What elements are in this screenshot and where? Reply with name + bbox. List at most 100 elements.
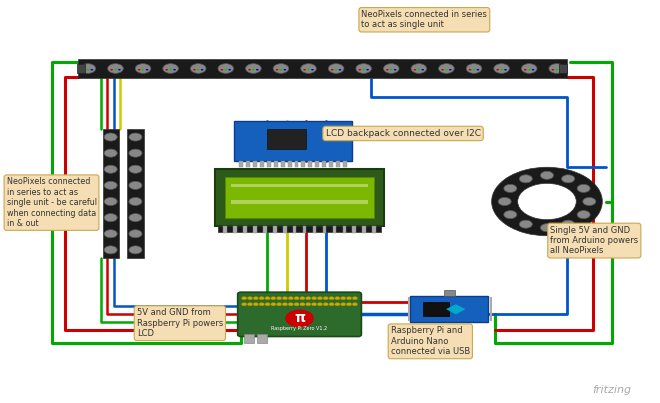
Bar [231,200,368,204]
Circle shape [271,303,276,306]
Bar [218,226,381,232]
Circle shape [500,69,503,71]
Bar [490,313,492,315]
Bar [490,302,492,304]
Bar [409,312,411,313]
Bar [294,161,298,167]
Circle shape [306,297,311,300]
Circle shape [80,64,96,73]
Circle shape [352,303,358,306]
Circle shape [418,69,420,71]
Circle shape [386,69,389,71]
Circle shape [218,64,234,73]
Bar [409,310,411,312]
Circle shape [276,69,279,71]
Circle shape [248,297,253,300]
Circle shape [104,133,117,141]
Circle shape [294,303,299,306]
Bar [490,318,492,320]
Circle shape [498,197,511,206]
Bar [222,226,226,233]
Circle shape [524,69,527,71]
Circle shape [528,69,531,71]
Circle shape [242,297,247,300]
Bar [490,305,492,307]
Circle shape [224,69,227,71]
Circle shape [138,69,141,71]
Bar [246,161,250,167]
Bar [322,161,326,167]
Circle shape [300,297,305,300]
Bar [490,315,492,316]
Circle shape [301,64,316,73]
Circle shape [288,297,294,300]
Circle shape [346,303,352,306]
Circle shape [135,64,151,73]
Bar [302,161,306,167]
Circle shape [549,64,564,73]
Circle shape [108,64,123,73]
Bar [490,304,492,305]
Circle shape [541,224,554,232]
Text: Raspberry Pi Zero V1.2: Raspberry Pi Zero V1.2 [271,326,327,331]
Text: Raspberry Pi and
Arduino Nano
connected via USB: Raspberry Pi and Arduino Nano connected … [391,326,470,356]
Bar [490,316,492,318]
Circle shape [519,175,533,183]
Circle shape [494,64,510,73]
Bar [233,226,236,233]
Bar [253,161,257,167]
Circle shape [242,303,247,306]
Bar [224,177,374,218]
Bar [336,161,340,167]
Circle shape [104,181,117,189]
Bar [409,318,411,320]
Circle shape [246,64,261,73]
Circle shape [288,303,294,306]
Circle shape [422,69,424,71]
Circle shape [129,149,142,157]
Circle shape [197,69,199,71]
Circle shape [142,69,145,71]
Bar [292,226,296,233]
Bar [288,161,292,167]
Bar [352,226,356,233]
Bar [409,320,411,321]
Circle shape [559,69,562,71]
Circle shape [541,171,554,179]
Circle shape [335,303,340,306]
Bar [409,316,411,318]
Circle shape [473,69,475,71]
Circle shape [193,69,195,71]
Bar [409,309,411,310]
Circle shape [341,303,346,306]
Circle shape [259,297,264,300]
Bar [409,297,411,299]
Circle shape [317,303,323,306]
Circle shape [335,297,340,300]
Circle shape [331,69,333,71]
Circle shape [532,69,535,71]
Circle shape [312,303,317,306]
Circle shape [277,297,282,300]
Circle shape [577,210,590,218]
Bar [409,315,411,316]
Bar [234,121,352,161]
Circle shape [329,303,334,306]
Bar [409,304,411,305]
Bar [260,161,264,167]
Circle shape [104,230,117,238]
Circle shape [394,69,397,71]
Circle shape [104,165,117,173]
Circle shape [82,69,85,71]
Circle shape [282,297,288,300]
Bar [273,226,277,233]
FancyBboxPatch shape [238,292,362,337]
Bar [490,307,492,309]
Bar [490,320,492,321]
Circle shape [129,246,142,254]
Circle shape [477,69,479,71]
Circle shape [356,64,372,73]
Bar [343,161,347,167]
Circle shape [504,185,517,193]
Circle shape [129,165,142,173]
